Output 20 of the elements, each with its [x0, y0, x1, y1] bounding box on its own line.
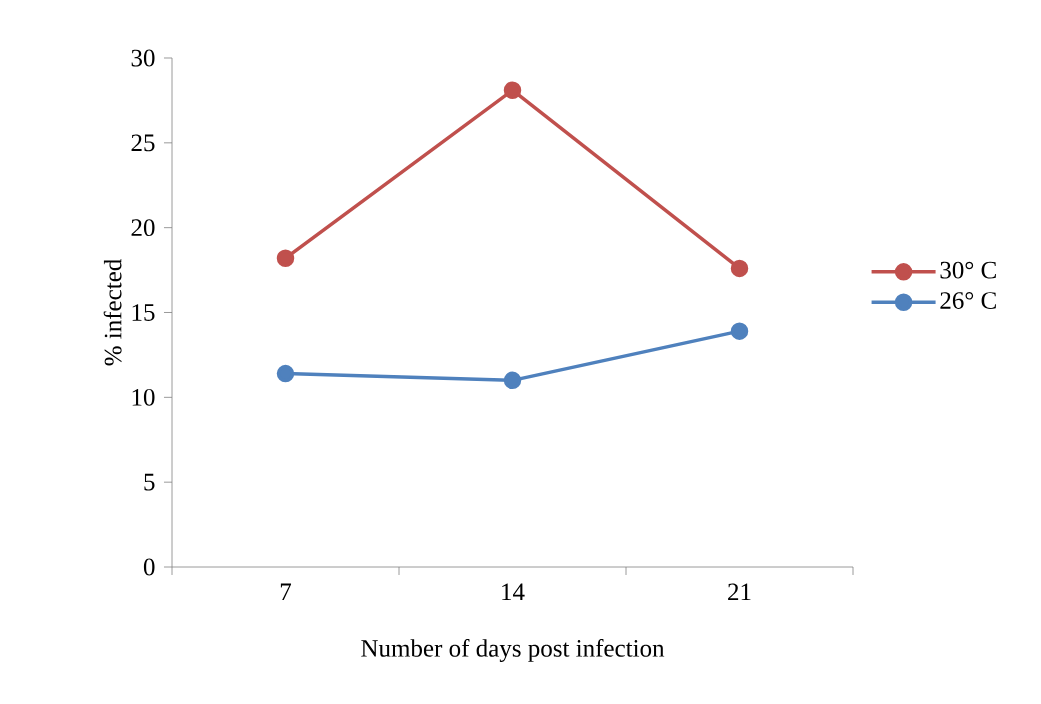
- y-tick-label: 30: [131, 49, 155, 67]
- x-axis-title: Number of days post infection: [361, 638, 665, 662]
- legend-label: 26° C: [940, 292, 996, 309]
- y-tick-label: 20: [131, 219, 155, 237]
- y-tick-label: 5: [144, 473, 155, 491]
- x-tick-label: 21: [728, 583, 751, 601]
- point: [276, 364, 295, 383]
- y-tick-label: 25: [131, 134, 155, 152]
- point: [730, 322, 749, 340]
- y-tick-label: 10: [132, 388, 155, 406]
- point: [503, 371, 522, 390]
- point: [730, 259, 749, 278]
- point: [503, 81, 522, 99]
- point: [276, 249, 295, 267]
- y-axis-title: % infected: [103, 258, 122, 366]
- x-tick-label: 7: [280, 583, 292, 600]
- x-tick-label: 14: [502, 583, 525, 601]
- legend-label: 30° C: [940, 261, 996, 279]
- y-tick-label: 0: [143, 558, 155, 576]
- y-tick-label: 15: [132, 304, 155, 321]
